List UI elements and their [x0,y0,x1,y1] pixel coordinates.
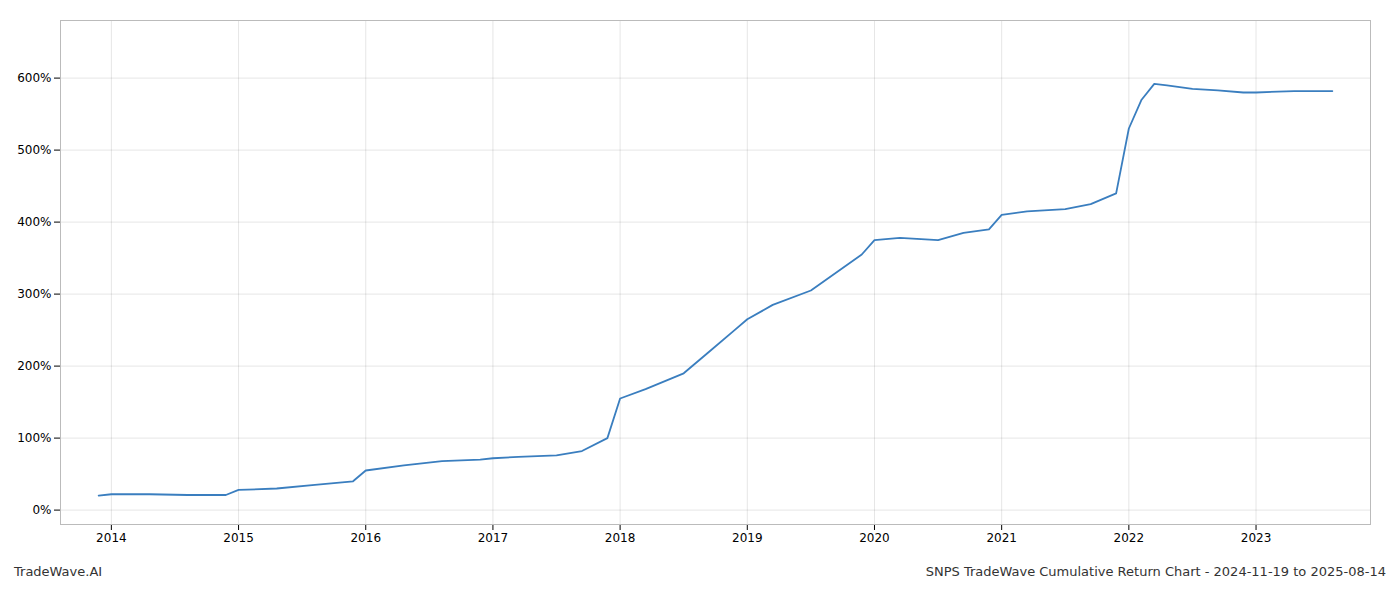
svg-text:2020: 2020 [859,531,890,545]
svg-text:2023: 2023 [1241,531,1272,545]
svg-text:2016: 2016 [350,531,381,545]
svg-text:500%: 500% [17,143,51,157]
svg-text:2022: 2022 [1114,531,1145,545]
svg-text:2018: 2018 [605,531,636,545]
svg-text:2014: 2014 [96,531,127,545]
html-text:TradeWave.AI: TradeWave.AI [14,564,103,579]
svg-text:2019: 2019 [732,531,763,545]
html-text:SNPS TradeWave Cumulative Retu: SNPS TradeWave Cumulative Return Chart -… [925,564,1386,579]
svg-text:200%: 200% [17,359,51,373]
svg-text:2015: 2015 [223,531,254,545]
svg-text:600%: 600% [17,71,51,85]
svg-text:2021: 2021 [986,531,1017,545]
svg-text:100%: 100% [17,431,51,445]
svg-text:300%: 300% [17,287,51,301]
svg-text:400%: 400% [17,215,51,229]
svg-text:0%: 0% [32,503,51,517]
svg-text:2017: 2017 [478,531,509,545]
